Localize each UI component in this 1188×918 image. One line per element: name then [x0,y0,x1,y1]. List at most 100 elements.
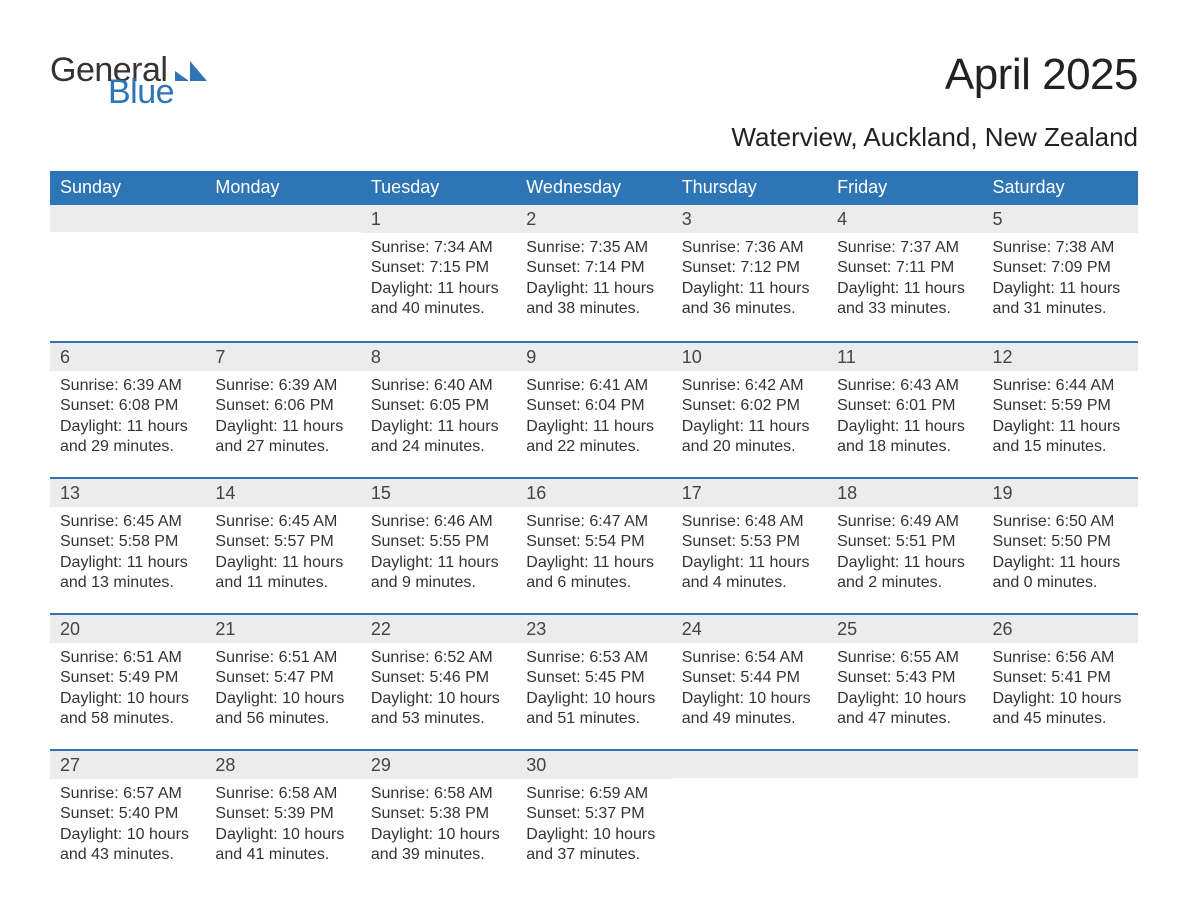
daylight-text: Daylight: 11 hours and 2 minutes. [837,553,972,594]
day-cell: 26Sunrise: 6:56 AMSunset: 5:41 PMDayligh… [983,615,1138,749]
day-cell: 23Sunrise: 6:53 AMSunset: 5:45 PMDayligh… [516,615,671,749]
sunrise-text: Sunrise: 6:54 AM [682,648,817,668]
sunrise-text: Sunrise: 6:47 AM [526,512,661,532]
day-cell: 10Sunrise: 6:42 AMSunset: 6:02 PMDayligh… [672,343,827,477]
sunset-text: Sunset: 5:43 PM [837,668,972,688]
sunset-text: Sunset: 5:44 PM [682,668,817,688]
header: General Blue April 2025 Waterview, Auckl… [50,50,1138,167]
day-number: 21 [205,615,360,643]
daylight-text: Daylight: 10 hours and 47 minutes. [837,689,972,730]
day-body: Sunrise: 6:44 AMSunset: 5:59 PMDaylight:… [983,371,1138,464]
logo: General Blue [50,50,207,106]
day-number: 2 [516,205,671,233]
weekday-header: Wednesday [516,171,671,205]
sunset-text: Sunset: 5:40 PM [60,804,195,824]
day-body: Sunrise: 6:56 AMSunset: 5:41 PMDaylight:… [983,643,1138,736]
day-cell: 24Sunrise: 6:54 AMSunset: 5:44 PMDayligh… [672,615,827,749]
day-cell: 13Sunrise: 6:45 AMSunset: 5:58 PMDayligh… [50,479,205,613]
day-cell: 28Sunrise: 6:58 AMSunset: 5:39 PMDayligh… [205,751,360,885]
day-number: 17 [672,479,827,507]
sunset-text: Sunset: 5:39 PM [215,804,350,824]
sunset-text: Sunset: 6:01 PM [837,396,972,416]
sunrise-text: Sunrise: 6:57 AM [60,784,195,804]
sunrise-text: Sunrise: 7:35 AM [526,238,661,258]
sunset-text: Sunset: 5:59 PM [993,396,1128,416]
sunset-text: Sunset: 7:09 PM [993,258,1128,278]
day-body: Sunrise: 7:37 AMSunset: 7:11 PMDaylight:… [827,233,982,326]
day-body: Sunrise: 6:57 AMSunset: 5:40 PMDaylight:… [50,779,205,872]
day-number: 13 [50,479,205,507]
day-cell: 6Sunrise: 6:39 AMSunset: 6:08 PMDaylight… [50,343,205,477]
sunset-text: Sunset: 5:47 PM [215,668,350,688]
day-number: 24 [672,615,827,643]
day-cell: 8Sunrise: 6:40 AMSunset: 6:05 PMDaylight… [361,343,516,477]
day-number: 15 [361,479,516,507]
daylight-text: Daylight: 11 hours and 9 minutes. [371,553,506,594]
day-cell: 15Sunrise: 6:46 AMSunset: 5:55 PMDayligh… [361,479,516,613]
sunset-text: Sunset: 7:15 PM [371,258,506,278]
day-number: 3 [672,205,827,233]
day-cell [983,751,1138,885]
sunset-text: Sunset: 5:54 PM [526,532,661,552]
day-number: 18 [827,479,982,507]
day-cell: 12Sunrise: 6:44 AMSunset: 5:59 PMDayligh… [983,343,1138,477]
daylight-text: Daylight: 11 hours and 38 minutes. [526,279,661,320]
day-cell [827,751,982,885]
day-number: 4 [827,205,982,233]
day-cell: 1Sunrise: 7:34 AMSunset: 7:15 PMDaylight… [361,205,516,341]
sunrise-text: Sunrise: 6:46 AM [371,512,506,532]
sunset-text: Sunset: 5:53 PM [682,532,817,552]
day-number: 9 [516,343,671,371]
page-title: April 2025 [731,50,1138,100]
sunset-text: Sunset: 5:37 PM [526,804,661,824]
day-cell: 19Sunrise: 6:50 AMSunset: 5:50 PMDayligh… [983,479,1138,613]
daylight-text: Daylight: 11 hours and 33 minutes. [837,279,972,320]
day-number: 29 [361,751,516,779]
day-cell: 3Sunrise: 7:36 AMSunset: 7:12 PMDaylight… [672,205,827,341]
logo-flag-icon [175,61,207,84]
daylight-text: Daylight: 10 hours and 51 minutes. [526,689,661,730]
day-body: Sunrise: 6:42 AMSunset: 6:02 PMDaylight:… [672,371,827,464]
sunrise-text: Sunrise: 6:51 AM [215,648,350,668]
day-number: 25 [827,615,982,643]
sunrise-text: Sunrise: 6:39 AM [60,376,195,396]
day-number: 30 [516,751,671,779]
sunset-text: Sunset: 5:38 PM [371,804,506,824]
day-body: Sunrise: 6:45 AMSunset: 5:58 PMDaylight:… [50,507,205,600]
day-number [205,205,360,232]
sunset-text: Sunset: 5:58 PM [60,532,195,552]
weekday-header-row: Sunday Monday Tuesday Wednesday Thursday… [50,171,1138,205]
day-number: 6 [50,343,205,371]
day-cell [672,751,827,885]
week-row: 13Sunrise: 6:45 AMSunset: 5:58 PMDayligh… [50,477,1138,613]
day-cell: 22Sunrise: 6:52 AMSunset: 5:46 PMDayligh… [361,615,516,749]
day-cell: 7Sunrise: 6:39 AMSunset: 6:06 PMDaylight… [205,343,360,477]
sunrise-text: Sunrise: 6:53 AM [526,648,661,668]
sunset-text: Sunset: 5:57 PM [215,532,350,552]
day-cell: 14Sunrise: 6:45 AMSunset: 5:57 PMDayligh… [205,479,360,613]
location-subtitle: Waterview, Auckland, New Zealand [731,122,1138,153]
weekday-header: Saturday [983,171,1138,205]
day-body: Sunrise: 6:39 AMSunset: 6:06 PMDaylight:… [205,371,360,464]
day-number: 8 [361,343,516,371]
daylight-text: Daylight: 11 hours and 11 minutes. [215,553,350,594]
daylight-text: Daylight: 11 hours and 22 minutes. [526,417,661,458]
sunrise-text: Sunrise: 6:45 AM [215,512,350,532]
day-body: Sunrise: 6:39 AMSunset: 6:08 PMDaylight:… [50,371,205,464]
day-number: 16 [516,479,671,507]
day-number: 5 [983,205,1138,233]
day-body: Sunrise: 6:43 AMSunset: 6:01 PMDaylight:… [827,371,982,464]
day-body: Sunrise: 6:50 AMSunset: 5:50 PMDaylight:… [983,507,1138,600]
day-number [672,751,827,778]
day-number: 1 [361,205,516,233]
day-number: 7 [205,343,360,371]
sunrise-text: Sunrise: 6:58 AM [371,784,506,804]
sunrise-text: Sunrise: 7:37 AM [837,238,972,258]
sunrise-text: Sunrise: 7:36 AM [682,238,817,258]
sunrise-text: Sunrise: 6:52 AM [371,648,506,668]
daylight-text: Daylight: 11 hours and 40 minutes. [371,279,506,320]
day-number: 11 [827,343,982,371]
daylight-text: Daylight: 11 hours and 0 minutes. [993,553,1128,594]
sunset-text: Sunset: 5:45 PM [526,668,661,688]
day-body: Sunrise: 6:49 AMSunset: 5:51 PMDaylight:… [827,507,982,600]
